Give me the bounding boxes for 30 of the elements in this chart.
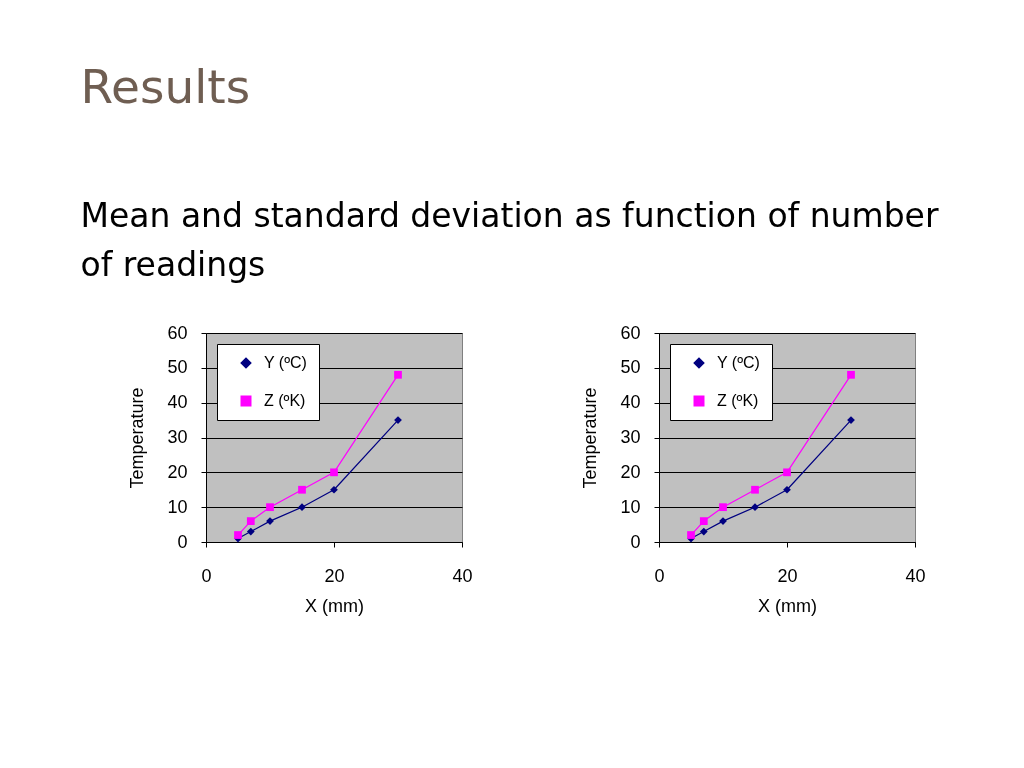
y-tick-label: 20 — [167, 461, 188, 482]
legend-label: Z (ºK) — [264, 392, 306, 409]
x-tick-label: 40 — [452, 565, 473, 586]
x-axis-title: X (mm) — [305, 595, 364, 616]
legend-label: Y (ºC) — [264, 354, 307, 371]
x-tick-label: 40 — [905, 565, 926, 586]
legend-label: Y (ºC) — [717, 354, 760, 371]
y-tick-label: 50 — [167, 357, 188, 378]
y-tick-label: 0 — [630, 531, 641, 552]
x-tick-label: 0 — [201, 565, 212, 586]
x-tick-label: 20 — [777, 565, 798, 586]
chart-title: Results — [80, 58, 251, 114]
y-tick-label: 40 — [620, 392, 641, 413]
x-tick-label: 20 — [324, 565, 345, 586]
y-tick-label: 60 — [620, 322, 641, 343]
legend-label: Z (ºK) — [717, 392, 759, 409]
y-tick-label: 60 — [167, 322, 188, 343]
x-axis-title: X (mm) — [758, 595, 817, 616]
x-tick-label: 0 — [654, 565, 665, 586]
y-tick-label: 20 — [620, 461, 641, 482]
y-axis-title: Temperature — [127, 387, 148, 489]
y-tick-label: 50 — [620, 357, 641, 378]
y-tick-label: 40 — [167, 392, 188, 413]
y-tick-label: 30 — [167, 427, 188, 447]
y-tick-label: 0 — [177, 531, 188, 552]
y-axis-title: Temperature — [580, 387, 601, 489]
y-tick-label: 30 — [620, 427, 641, 447]
chart-subtitle: Mean and standard deviation as function of number of readings — [80, 195, 939, 284]
y-tick-label: 10 — [620, 496, 641, 517]
y-tick-label: 10 — [167, 496, 188, 517]
